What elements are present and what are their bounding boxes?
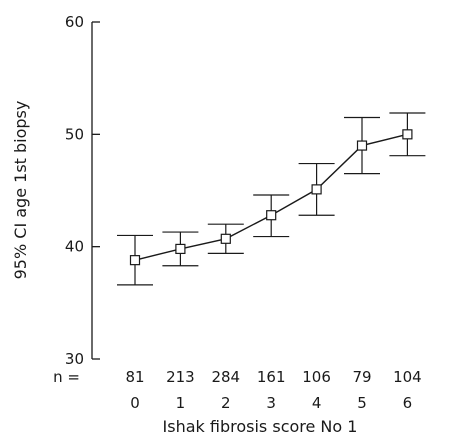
data-markers xyxy=(129,129,413,266)
sample-size-5: 79 xyxy=(352,368,371,386)
x-tick-label-0: 0 xyxy=(130,394,140,412)
sample-size-1: 213 xyxy=(166,368,195,386)
sample-size-6: 104 xyxy=(393,368,422,386)
x-tick-labels: 0 1 2 3 4 5 6 xyxy=(130,394,412,412)
error-bars xyxy=(117,112,426,286)
y-tick-label-40: 40 xyxy=(65,238,84,256)
x-tick-label-5: 5 xyxy=(357,394,367,412)
sample-size-3: 161 xyxy=(257,368,286,386)
data-point-2 xyxy=(220,233,231,244)
y-tick-label-30: 30 xyxy=(65,350,84,368)
data-point-0 xyxy=(129,255,141,266)
sample-size-0: 81 xyxy=(125,368,144,386)
data-point-5 xyxy=(356,140,368,151)
x-tick-label-2: 2 xyxy=(221,394,231,412)
y-axis-title: 95% CI age 1st biopsy xyxy=(11,101,30,280)
sample-size-prefix: n = xyxy=(53,368,80,386)
data-point-3 xyxy=(266,210,277,221)
x-tick-label-6: 6 xyxy=(403,394,413,412)
sample-size-4: 106 xyxy=(302,368,331,386)
data-point-6 xyxy=(402,129,413,140)
data-point-1 xyxy=(175,243,186,255)
sample-size-2: 284 xyxy=(211,368,240,386)
y-tick-label-50: 50 xyxy=(65,125,84,143)
x-axis-title: Ishak fibrosis score No 1 xyxy=(163,417,358,436)
data-point-4 xyxy=(311,184,322,195)
x-tick-label-4: 4 xyxy=(312,394,322,412)
x-tick-label-1: 1 xyxy=(176,394,186,412)
y-tick-label-60: 60 xyxy=(65,13,84,31)
x-tick-label-3: 3 xyxy=(266,394,276,412)
sample-size-row: n = 81 213 284 161 106 79 104 xyxy=(53,368,422,386)
y-ticks: 30 40 50 60 xyxy=(65,13,100,368)
